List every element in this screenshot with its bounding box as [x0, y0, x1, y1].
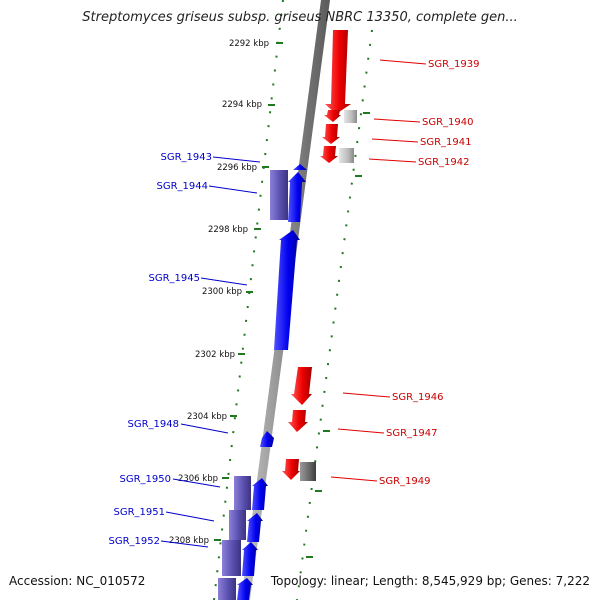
- gene-arrow-sgr-1951[interactable]: [247, 513, 263, 542]
- gene-label-sgr-1944[interactable]: SGR_1944: [157, 181, 209, 192]
- ruler-label: 2292 kbp: [229, 39, 269, 49]
- ruler-label: 2294 kbp: [222, 100, 262, 110]
- gene-label-sgr-1940[interactable]: SGR_1940: [422, 117, 474, 128]
- gene-label-sgr-1949[interactable]: SGR_1949: [379, 476, 431, 487]
- topology-label: Topology: linear; Length: 8,545,929 bp; …: [270, 574, 590, 588]
- ruler-label: 2304 kbp: [187, 412, 227, 422]
- leader-line: [371, 138, 419, 143]
- ruler-label: 2296 kbp: [217, 163, 257, 173]
- leader-line: [172, 478, 221, 488]
- leader-line: [212, 156, 261, 163]
- pseudogene-sgr-1949[interactable]: [300, 462, 316, 481]
- ruler-label: 2306 kbp: [178, 474, 218, 484]
- gene-label-sgr-1952[interactable]: SGR_1952: [109, 536, 161, 547]
- gene-block-sgr-1944[interactable]: [270, 170, 288, 220]
- gene-label-sgr-1945[interactable]: SGR_1945: [149, 273, 201, 284]
- gene-arrow-sgr-1952[interactable]: [242, 542, 258, 576]
- ruler-label: 2300 kbp: [202, 287, 242, 297]
- gene-label-sgr-1943[interactable]: SGR_1943: [161, 152, 213, 163]
- gene-block-sgr-1952[interactable]: [222, 540, 241, 576]
- gene-label-sgr-1946[interactable]: SGR_1946: [392, 392, 444, 403]
- accession-label: Accession: NC_010572: [9, 574, 146, 588]
- ruler-label: 2302 kbp: [195, 350, 235, 360]
- gene-label-sgr-1947[interactable]: SGR_1947: [386, 428, 438, 439]
- gene-label-sgr-1950[interactable]: SGR_1950: [120, 474, 172, 485]
- gene-arrow-sgr-1940[interactable]: [324, 110, 341, 122]
- gene-arrow-sgr-1941[interactable]: [322, 124, 340, 144]
- gene-block-sgr-1951[interactable]: [229, 510, 246, 540]
- gene-arrow-sgr-1950[interactable]: [252, 478, 268, 510]
- gene-block-bottom: [218, 578, 236, 600]
- leader-line: [330, 476, 378, 482]
- gene-label-sgr-1942[interactable]: SGR_1942: [418, 157, 470, 168]
- leader-line: [160, 540, 209, 548]
- gene-arrow-sgr-1945[interactable]: [274, 230, 300, 350]
- gene-block-sgr-1950[interactable]: [234, 476, 251, 510]
- gene-arrow-sgr-1942[interactable]: [320, 146, 338, 163]
- ruler-label: 2298 kbp: [208, 225, 248, 235]
- gene-arrow-sgr-1946[interactable]: [291, 367, 312, 405]
- gene-label-sgr-1948[interactable]: SGR_1948: [128, 419, 180, 430]
- gene-arrow-sgr-1939[interactable]: [325, 30, 351, 114]
- gene-arrow-sgr-1947[interactable]: [288, 410, 308, 432]
- gene-arrow-sgr-1943[interactable]: [293, 164, 307, 170]
- pseudogene-sgr-1942[interactable]: [339, 148, 354, 163]
- leader-line: [208, 185, 258, 194]
- leader-line: [200, 277, 248, 286]
- pseudogene-sgr-1940[interactable]: [344, 110, 357, 123]
- gene-label-sgr-1951[interactable]: SGR_1951: [114, 507, 166, 518]
- gene-arrow-sgr-1949[interactable]: [282, 459, 300, 480]
- leader-line: [180, 423, 229, 434]
- leader-line: [379, 59, 427, 65]
- leader-line: [165, 511, 215, 522]
- genome-title: Streptomyces griseus subsp. griseus NBRC…: [82, 10, 518, 25]
- ruler-label: 2308 kbp: [169, 536, 209, 546]
- leader-line: [337, 428, 385, 434]
- leader-line: [368, 158, 417, 163]
- leader-line: [342, 392, 391, 398]
- leader-line: [373, 118, 421, 123]
- gene-arrow-bottom: [237, 578, 253, 600]
- gene-label-sgr-1939[interactable]: SGR_1939: [428, 59, 480, 70]
- gene-label-sgr-1941[interactable]: SGR_1941: [420, 137, 472, 148]
- gene-arrow-sgr-1948[interactable]: [260, 431, 274, 447]
- gene-arrow-sgr-1944[interactable]: [288, 172, 306, 222]
